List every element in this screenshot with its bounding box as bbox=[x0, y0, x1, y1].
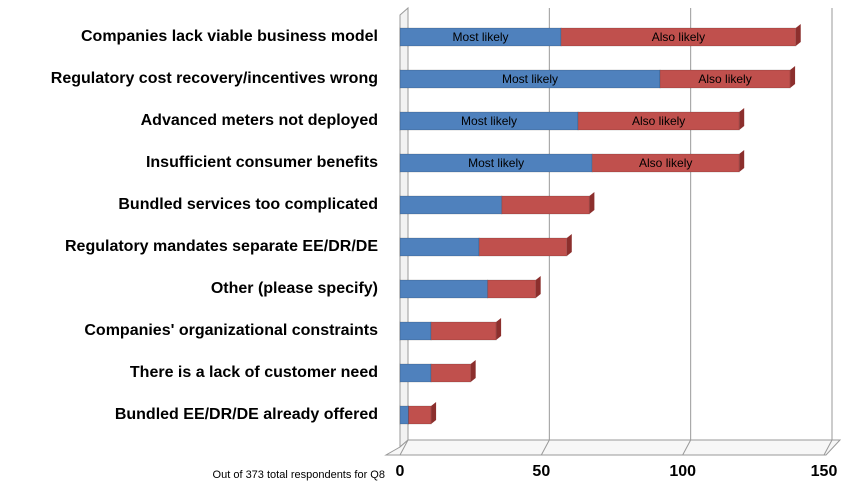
data-label: Most likely bbox=[461, 114, 517, 128]
bar-end bbox=[470, 360, 476, 382]
data-label: Also likely bbox=[652, 30, 705, 44]
bar-end bbox=[790, 66, 796, 88]
bar-segment bbox=[399, 363, 432, 383]
x-tick-label: 150 bbox=[811, 463, 838, 480]
data-label: Also likely bbox=[639, 156, 692, 170]
x-tick-label: 50 bbox=[532, 463, 550, 480]
category-label: There is a lack of customer need bbox=[130, 364, 378, 381]
bar-segment bbox=[487, 279, 537, 299]
data-label: Most likely bbox=[468, 156, 524, 170]
category-label: Other (please specify) bbox=[211, 280, 378, 297]
bar-end bbox=[589, 192, 595, 214]
tick-mark bbox=[399, 439, 409, 456]
footnote: Out of 373 total respondents for Q8 bbox=[213, 469, 385, 481]
bar-segment bbox=[591, 153, 740, 173]
bar-segment bbox=[478, 237, 568, 257]
bar-end bbox=[795, 24, 801, 46]
data-label: Most likely bbox=[502, 72, 558, 86]
x-tick-label: 100 bbox=[669, 463, 696, 480]
category-label: Insufficient consumer benefits bbox=[146, 154, 378, 171]
bar-segment bbox=[399, 195, 503, 215]
data-label: Also likely bbox=[632, 114, 685, 128]
bar-end bbox=[496, 318, 502, 340]
bar-segment bbox=[399, 237, 480, 257]
bar-segment bbox=[430, 363, 472, 383]
category-label: Regulatory cost recovery/incentives wron… bbox=[51, 70, 378, 87]
bar-segment bbox=[430, 321, 497, 341]
bar-segment bbox=[399, 405, 409, 425]
bar-end bbox=[739, 150, 745, 172]
bar-segment bbox=[407, 405, 432, 425]
bar-end bbox=[535, 276, 541, 298]
category-label: Regulatory mandates separate EE/DR/DE bbox=[65, 238, 378, 255]
bar-end bbox=[431, 402, 437, 424]
category-label: Advanced meters not deployed bbox=[141, 112, 378, 129]
floor bbox=[384, 439, 842, 456]
category-label: Bundled services too complicated bbox=[118, 196, 378, 213]
category-label: Companies' organizational constraints bbox=[84, 322, 378, 339]
tick-mark bbox=[823, 439, 833, 456]
tick-mark bbox=[682, 439, 692, 456]
bar-end bbox=[566, 234, 572, 256]
bar-segment bbox=[399, 279, 489, 299]
data-label: Also likely bbox=[698, 72, 751, 86]
category-label: Bundled EE/DR/DE already offered bbox=[115, 406, 378, 423]
data-label: Most likely bbox=[453, 30, 509, 44]
bar-end bbox=[739, 108, 745, 130]
bar-segment bbox=[399, 321, 432, 341]
tick-mark bbox=[540, 439, 550, 456]
category-label: Companies lack viable business model bbox=[81, 28, 378, 45]
bar-segment bbox=[501, 195, 590, 215]
x-tick-label: 0 bbox=[396, 463, 405, 480]
